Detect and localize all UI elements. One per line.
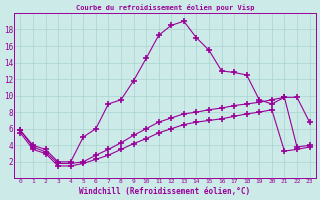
X-axis label: Windchill (Refroidissement éolien,°C): Windchill (Refroidissement éolien,°C) <box>79 187 251 196</box>
Title: Courbe du refroidissement éolien pour Visp: Courbe du refroidissement éolien pour Vi… <box>76 4 254 11</box>
